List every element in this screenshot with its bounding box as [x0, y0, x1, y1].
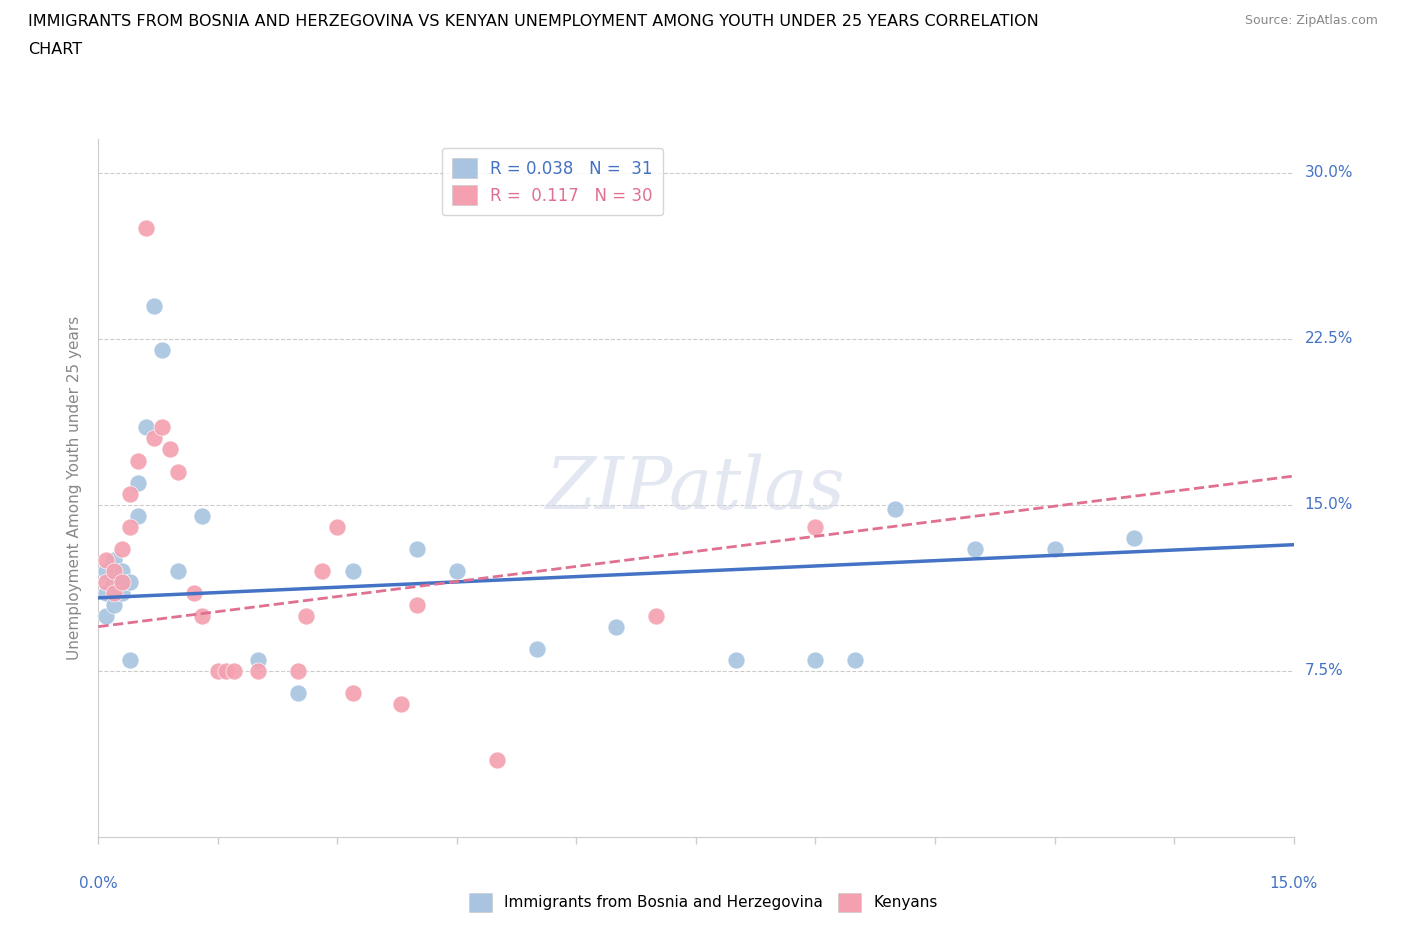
Point — [191, 509, 214, 524]
Point — [884, 502, 907, 517]
Point — [844, 653, 866, 668]
Text: 15.0%: 15.0% — [1270, 876, 1317, 891]
Point — [167, 564, 190, 578]
Point — [120, 575, 142, 590]
Point — [111, 564, 134, 578]
Point — [645, 608, 668, 623]
Point — [143, 299, 166, 313]
Point — [1123, 531, 1146, 546]
Text: 30.0%: 30.0% — [1305, 166, 1353, 180]
Point — [311, 564, 333, 578]
Point — [127, 509, 149, 524]
Point — [724, 653, 747, 668]
Point — [526, 642, 548, 657]
Point — [167, 464, 190, 479]
Point — [96, 564, 118, 578]
Point — [342, 564, 364, 578]
Point — [406, 541, 429, 556]
Text: 7.5%: 7.5% — [1305, 663, 1343, 678]
Point — [406, 597, 429, 612]
Point — [111, 586, 134, 601]
Text: IMMIGRANTS FROM BOSNIA AND HERZEGOVINA VS KENYAN UNEMPLOYMENT AMONG YOUTH UNDER : IMMIGRANTS FROM BOSNIA AND HERZEGOVINA V… — [28, 14, 1039, 29]
Point — [111, 541, 134, 556]
Point — [485, 752, 508, 767]
Point — [103, 586, 125, 601]
Y-axis label: Unemployment Among Youth under 25 years: Unemployment Among Youth under 25 years — [67, 316, 83, 660]
Point — [183, 586, 205, 601]
Point — [150, 342, 173, 357]
Point — [103, 564, 125, 578]
Point — [120, 653, 142, 668]
Legend: Immigrants from Bosnia and Herzegovina, Kenyans: Immigrants from Bosnia and Herzegovina, … — [463, 887, 943, 918]
Point — [120, 486, 142, 501]
Point — [103, 552, 125, 567]
Text: 0.0%: 0.0% — [79, 876, 118, 891]
Point — [294, 608, 316, 623]
Point — [804, 520, 827, 535]
Point — [287, 663, 309, 678]
Point — [96, 586, 118, 601]
Point — [191, 608, 214, 623]
Point — [246, 663, 269, 678]
Point — [389, 697, 412, 711]
Point — [246, 653, 269, 668]
Point — [605, 619, 627, 634]
Point — [215, 663, 238, 678]
Point — [963, 541, 986, 556]
Point — [1043, 541, 1066, 556]
Point — [150, 420, 173, 435]
Point — [135, 220, 157, 235]
Point — [127, 475, 149, 490]
Point — [96, 552, 118, 567]
Point — [804, 653, 827, 668]
Point — [159, 442, 181, 457]
Point — [342, 685, 364, 700]
Point — [111, 575, 134, 590]
Point — [222, 663, 245, 678]
Point — [135, 420, 157, 435]
Point — [287, 685, 309, 700]
Point — [326, 520, 349, 535]
Point — [127, 453, 149, 468]
Text: CHART: CHART — [28, 42, 82, 57]
Point — [143, 431, 166, 445]
Point — [96, 608, 118, 623]
Point — [103, 575, 125, 590]
Text: 15.0%: 15.0% — [1305, 498, 1353, 512]
Legend: R = 0.038   N =  31, R =  0.117   N = 30: R = 0.038 N = 31, R = 0.117 N = 30 — [441, 148, 664, 215]
Point — [96, 575, 118, 590]
Point — [120, 520, 142, 535]
Point — [207, 663, 229, 678]
Text: ZIPatlas: ZIPatlas — [546, 453, 846, 524]
Text: 22.5%: 22.5% — [1305, 331, 1353, 346]
Text: Source: ZipAtlas.com: Source: ZipAtlas.com — [1244, 14, 1378, 27]
Point — [446, 564, 468, 578]
Point — [103, 597, 125, 612]
